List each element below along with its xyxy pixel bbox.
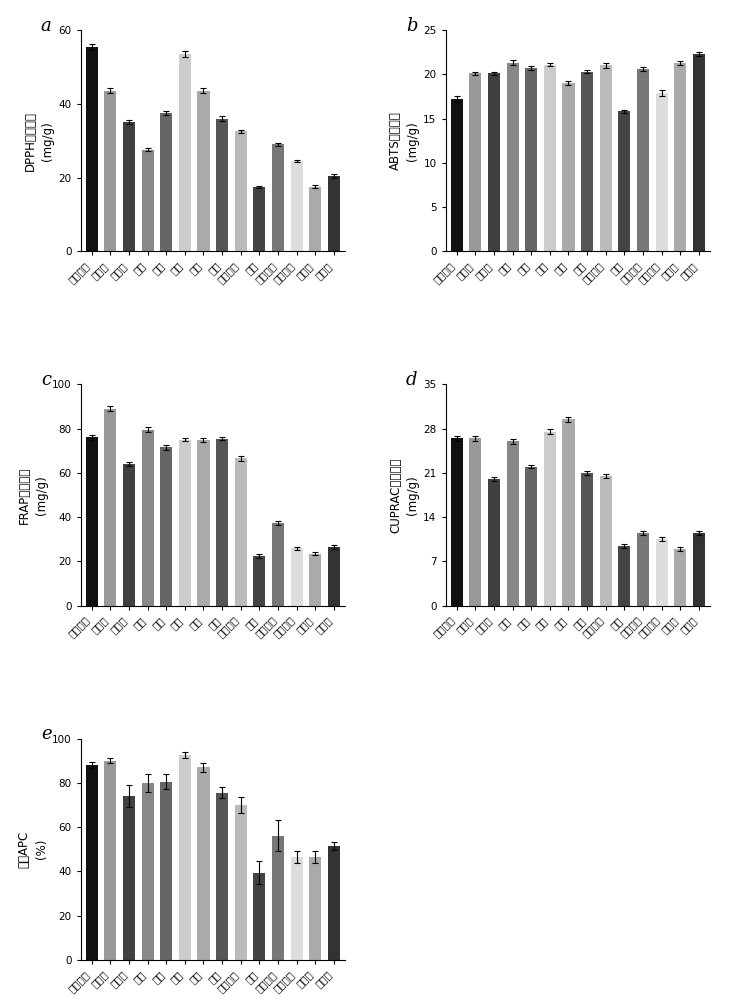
Bar bbox=[469, 438, 482, 606]
Bar bbox=[160, 447, 172, 606]
Text: e: e bbox=[41, 725, 51, 743]
Bar bbox=[86, 765, 98, 960]
Bar bbox=[328, 846, 340, 960]
Bar bbox=[235, 458, 247, 606]
Bar bbox=[692, 533, 705, 606]
Bar bbox=[160, 782, 172, 960]
Bar bbox=[488, 73, 500, 251]
Bar bbox=[637, 533, 649, 606]
Bar bbox=[86, 437, 98, 606]
Bar bbox=[674, 63, 687, 251]
Text: c: c bbox=[41, 371, 51, 389]
Text: d: d bbox=[406, 371, 417, 389]
Bar bbox=[272, 523, 284, 606]
Bar bbox=[637, 69, 649, 251]
Bar bbox=[507, 441, 519, 606]
Bar bbox=[291, 857, 302, 960]
Text: b: b bbox=[406, 17, 417, 35]
Bar bbox=[309, 187, 321, 251]
Bar bbox=[656, 93, 668, 251]
Bar bbox=[328, 176, 340, 251]
Bar bbox=[525, 68, 537, 251]
Bar bbox=[179, 755, 191, 960]
Bar bbox=[253, 187, 266, 251]
Bar bbox=[562, 419, 575, 606]
Bar bbox=[600, 476, 612, 606]
Bar bbox=[141, 430, 154, 606]
Bar bbox=[104, 91, 116, 251]
Bar bbox=[123, 464, 135, 606]
Y-axis label: DPPH清除能力
(mg/g): DPPH清除能力 (mg/g) bbox=[24, 111, 54, 171]
Y-axis label: 综合APC
(%): 综合APC (%) bbox=[18, 831, 48, 868]
Bar bbox=[141, 783, 154, 960]
Bar bbox=[235, 131, 247, 251]
Y-axis label: FRAP清除能力
(mg/g): FRAP清除能力 (mg/g) bbox=[18, 466, 48, 524]
Bar bbox=[235, 805, 247, 960]
Bar bbox=[451, 99, 463, 251]
Bar bbox=[272, 144, 284, 251]
Bar bbox=[253, 556, 266, 606]
Bar bbox=[160, 113, 172, 251]
Bar bbox=[123, 796, 135, 960]
Bar bbox=[272, 836, 284, 960]
Bar bbox=[525, 467, 537, 606]
Bar bbox=[581, 72, 593, 251]
Bar bbox=[619, 546, 630, 606]
Bar bbox=[619, 111, 630, 251]
Bar bbox=[469, 73, 482, 251]
Bar bbox=[123, 122, 135, 251]
Bar bbox=[544, 432, 556, 606]
Bar bbox=[692, 54, 705, 251]
Bar bbox=[198, 91, 209, 251]
Bar bbox=[216, 119, 228, 251]
Bar bbox=[451, 438, 463, 606]
Text: a: a bbox=[41, 17, 51, 35]
Bar bbox=[581, 473, 593, 606]
Bar bbox=[309, 857, 321, 960]
Y-axis label: ABTS清除能力
(mg/g): ABTS清除能力 (mg/g) bbox=[389, 111, 419, 170]
Bar bbox=[488, 479, 500, 606]
Bar bbox=[104, 409, 116, 606]
Bar bbox=[198, 767, 209, 960]
Bar bbox=[141, 150, 154, 251]
Bar bbox=[216, 793, 228, 960]
Bar bbox=[328, 547, 340, 606]
Bar bbox=[198, 440, 209, 606]
Y-axis label: CUPRAC清除能力
(mg/g): CUPRAC清除能力 (mg/g) bbox=[389, 457, 419, 533]
Bar bbox=[86, 47, 98, 251]
Bar bbox=[600, 65, 612, 251]
Bar bbox=[544, 65, 556, 251]
Bar bbox=[309, 554, 321, 606]
Bar bbox=[656, 539, 668, 606]
Bar bbox=[216, 439, 228, 606]
Bar bbox=[179, 54, 191, 251]
Bar bbox=[253, 873, 266, 960]
Bar bbox=[291, 548, 302, 606]
Bar bbox=[179, 440, 191, 606]
Bar bbox=[291, 161, 302, 251]
Bar bbox=[104, 761, 116, 960]
Bar bbox=[507, 63, 519, 251]
Bar bbox=[674, 549, 687, 606]
Bar bbox=[562, 83, 575, 251]
